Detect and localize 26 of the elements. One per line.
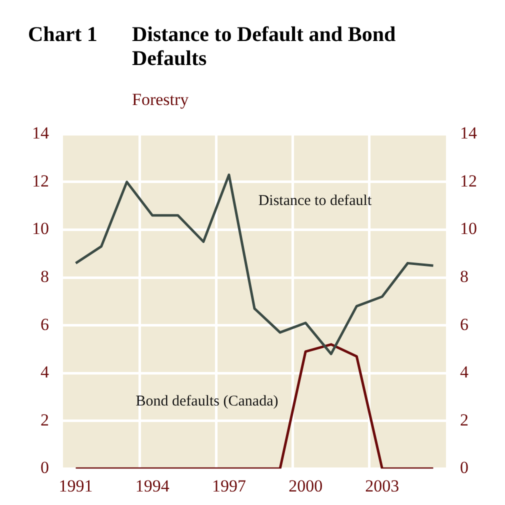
y-tick-label: 8	[40, 266, 49, 286]
chart-title: Distance to Default and Bond Defaults	[132, 22, 397, 70]
y-tick-label: 14	[32, 124, 50, 143]
y2-tick-label: 12	[460, 171, 477, 190]
x-tick-label: 1994	[135, 476, 170, 496]
chart-subtitle: Forestry	[132, 90, 189, 110]
x-tick-label: 1991	[58, 476, 93, 496]
y-tick-label: 2	[40, 410, 49, 430]
y-tick-label: 0	[40, 458, 49, 478]
y2-tick-label: 8	[460, 266, 468, 286]
x-tick-label: 1997	[212, 476, 246, 496]
x-tick-label: 2003	[365, 476, 400, 496]
y-tick-label: 12	[32, 171, 49, 190]
y-tick-label: 6	[40, 314, 49, 334]
y-tick-label: 4	[40, 362, 50, 382]
caption: Chart 1	[28, 22, 98, 47]
y2-tick-label: 6	[460, 314, 468, 334]
y-tick-label: 10	[32, 219, 49, 238]
y2-tick-label: 0	[460, 458, 468, 478]
y2-tick-label: 14	[460, 124, 478, 143]
y2-tick-label: 10	[460, 219, 477, 238]
series-label: Bond defaults (Canada)	[136, 394, 278, 410]
series-label: Distance to default	[258, 193, 372, 210]
x-tick-label: 2000	[288, 476, 323, 496]
y2-tick-label: 2	[460, 410, 468, 430]
y2-tick-label: 4	[460, 362, 469, 382]
